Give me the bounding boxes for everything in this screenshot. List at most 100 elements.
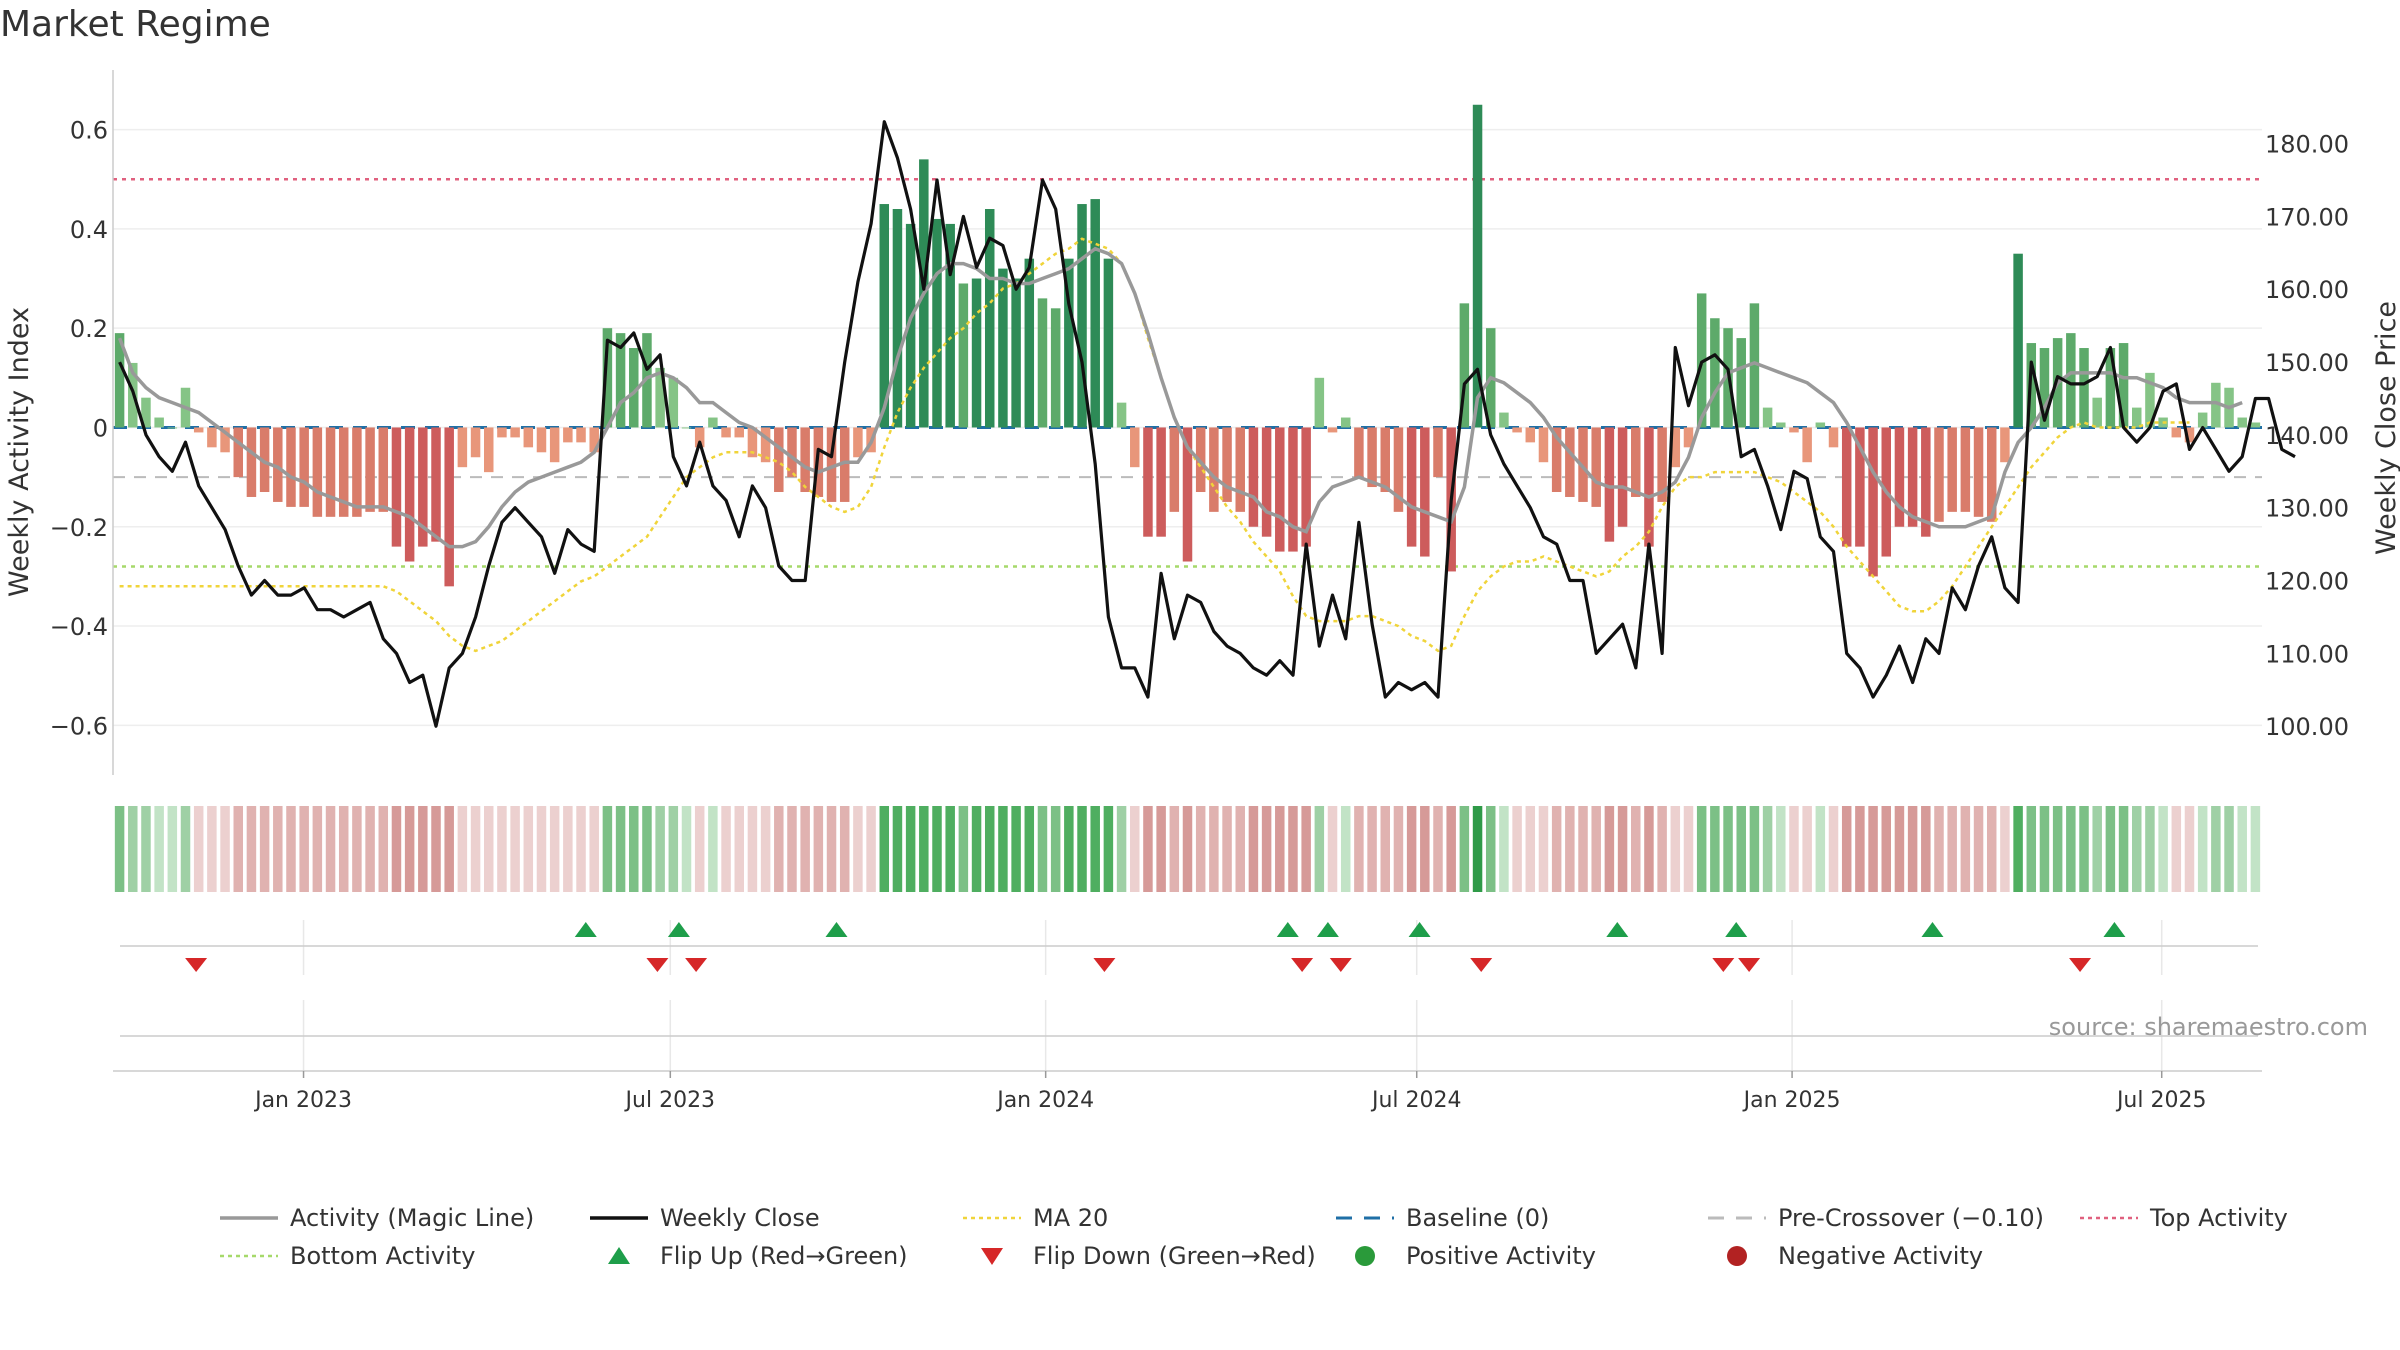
activity-bar (1960, 427, 1971, 512)
activity-bar (853, 427, 863, 458)
activity-bar (1420, 427, 1430, 557)
activity-bar (2105, 348, 2116, 428)
regime-cell (1921, 806, 1931, 892)
regime-cell (1406, 806, 1417, 892)
regime-cell (1103, 806, 1114, 892)
activity-bar (984, 209, 995, 428)
regime-cell (457, 806, 468, 892)
activity-bar (1631, 427, 1641, 497)
regime-cell (694, 806, 705, 892)
activity-bar (1512, 427, 1522, 433)
regime-cell (1420, 806, 1430, 892)
regime-cell (1617, 806, 1628, 892)
activity-bar (655, 367, 665, 428)
regime-cell (154, 806, 164, 892)
regime-cell (681, 806, 692, 892)
activity-bar (2132, 407, 2142, 428)
activity-bar (286, 427, 296, 507)
activity-bar (1921, 427, 1931, 537)
legend-label: Negative Activity (1778, 1242, 1983, 1270)
activity-bar (1538, 427, 1549, 463)
activity-bar (273, 427, 283, 502)
activity-bar (1393, 427, 1404, 512)
flip-down-marker (685, 958, 708, 972)
activity-bar (760, 427, 771, 463)
activity-bar (1617, 427, 1628, 527)
regime-cell (1973, 806, 1984, 892)
regime-cell (141, 806, 151, 892)
activity-bar (1841, 427, 1852, 547)
y2-tick-label: 150.00 (2265, 349, 2349, 377)
regime-cell (1143, 806, 1153, 892)
activity-bar (708, 417, 718, 428)
regime-cell (2250, 806, 2261, 892)
activity-bar (2079, 348, 2089, 428)
regime-cell (826, 806, 837, 892)
legend-label: Top Activity (2149, 1204, 2288, 1232)
activity-bar (2250, 422, 2261, 428)
activity-bar (378, 427, 389, 512)
legend-swatch (981, 1248, 1003, 1265)
regime-cell (1960, 806, 1971, 892)
regime-cell (523, 806, 534, 892)
regime-cell (1538, 806, 1549, 892)
activity-bar (1130, 427, 1140, 468)
activity-bar (2171, 427, 2182, 438)
activity-bar (1288, 427, 1298, 552)
regime-cell (1472, 806, 1483, 892)
activity-bar (1657, 427, 1667, 502)
regime-cell (273, 806, 283, 892)
activity-bar (1749, 303, 1760, 428)
activity-bar (787, 427, 797, 478)
regime-cell (1275, 806, 1285, 892)
regime-cell (984, 806, 995, 892)
regime-cell (391, 806, 402, 892)
activity-bar (470, 427, 481, 458)
activity-bar (1354, 427, 1364, 478)
activity-bar (681, 427, 692, 429)
activity-bar (1868, 427, 1878, 577)
activity-bar (892, 209, 903, 428)
activity-bar (1986, 427, 1997, 522)
activity-bar (1116, 402, 1127, 428)
regime-cell (615, 806, 626, 892)
activity-bar (1182, 427, 1193, 562)
regime-cell (879, 806, 890, 892)
activity-bar (1169, 427, 1180, 512)
activity-bar (1828, 427, 1839, 448)
flip-panel (120, 920, 2258, 975)
regime-cell (1077, 806, 1087, 892)
regime-cell (1670, 806, 1681, 892)
regime-cell (708, 806, 718, 892)
activity-bar (1314, 377, 1325, 428)
x-tick-label: Jul 2023 (624, 1088, 716, 1113)
activity-bar (523, 427, 534, 448)
activity-bar (114, 333, 125, 428)
regime-cell (207, 806, 217, 892)
activity-bar (483, 427, 494, 473)
axes: 0.6 0.4 0.2 0 −0.2 −0.4 −0.6 180.00 170.00 160.00… (50, 70, 2349, 775)
activity-bar (141, 397, 151, 428)
regime-cell (958, 806, 969, 892)
flip-up-marker (1316, 922, 1339, 937)
flip-up-marker (574, 922, 597, 937)
regime-cell (576, 806, 586, 892)
x-axis: Jan 2023 Jul 2023 Jan 2024 Jul 2024 Jan 2025… (113, 1000, 2262, 1113)
activity-bar (352, 427, 362, 517)
x-tick-label: Jul 2024 (1370, 1088, 1462, 1113)
regime-cell (760, 806, 771, 892)
flip-up-marker (1725, 922, 1748, 937)
regime-cell (1894, 806, 1905, 892)
flip-down-marker (646, 958, 669, 972)
activity-bar (1934, 427, 1944, 522)
activity-bar (774, 427, 784, 493)
regime-cell (510, 806, 520, 892)
regime-cell (589, 806, 599, 892)
regime-cell (1841, 806, 1852, 892)
regime-cell (1327, 806, 1338, 892)
regime-cell (299, 806, 309, 892)
activity-bar (1275, 427, 1285, 552)
activity-bar (365, 427, 375, 512)
activity-bar (444, 427, 454, 587)
flip-down-marker (2069, 958, 2092, 972)
